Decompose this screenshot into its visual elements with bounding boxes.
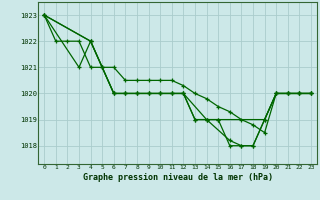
X-axis label: Graphe pression niveau de la mer (hPa): Graphe pression niveau de la mer (hPa) xyxy=(83,173,273,182)
